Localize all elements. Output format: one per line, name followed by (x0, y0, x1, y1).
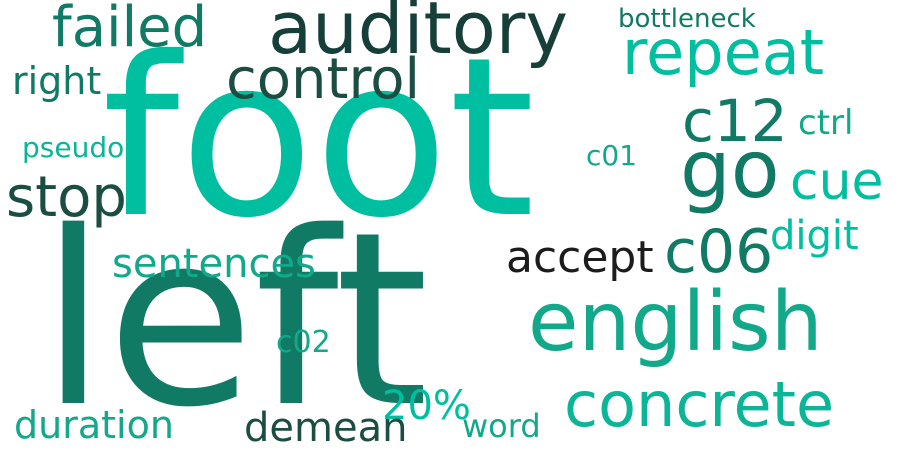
word-c02: c02 (276, 325, 331, 360)
word-stop: stop (6, 165, 127, 230)
word-bottleneck: bottleneck (618, 4, 756, 34)
word-left: left (40, 180, 429, 450)
word-concrete: concrete (564, 368, 835, 441)
word-go: go (680, 123, 780, 216)
word-demean: demean (244, 405, 408, 450)
word-right: right (12, 59, 102, 103)
word-c01: c01 (586, 139, 638, 172)
word-20-percent: 20% (382, 383, 471, 429)
word-ctrl: ctrl (798, 103, 854, 143)
word-pseudo: pseudo (22, 131, 125, 164)
word-repeat: repeat (622, 16, 825, 89)
word-word: word (462, 407, 541, 445)
word-duration: duration (14, 403, 174, 447)
word-digit: digit (770, 213, 859, 259)
word-sentences: sentences (112, 241, 316, 287)
word-accept: accept (506, 232, 654, 283)
word-cue: cue (790, 152, 884, 212)
word-control: control (226, 47, 421, 112)
word-c06: c06 (664, 217, 774, 287)
word-english: english (528, 275, 823, 370)
word-foot: foot (102, 10, 535, 266)
word-c12: c12 (682, 87, 788, 155)
word-failed: failed (52, 0, 208, 60)
word-auditory: auditory (268, 0, 568, 70)
